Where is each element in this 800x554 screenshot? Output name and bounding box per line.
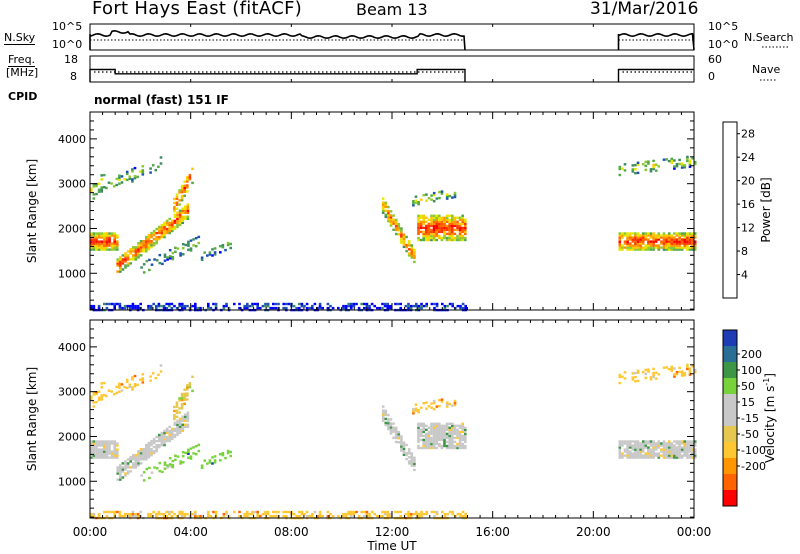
velocity-cbar-swatch bbox=[723, 394, 737, 411]
velocity-cbar-swatch bbox=[723, 330, 737, 347]
freq-strip-frame bbox=[89, 55, 695, 83]
velocity-cbar-swatch bbox=[723, 378, 737, 395]
y-tick-label: 4000 bbox=[58, 341, 86, 354]
velocity-cbar-tick: 15 bbox=[741, 396, 755, 409]
x-axis-label: Time UT bbox=[366, 539, 417, 553]
x-tick-label: 00:00 bbox=[73, 525, 108, 539]
nsearch-tick-top: 10^5 bbox=[708, 20, 739, 33]
nave-label: Nave bbox=[752, 63, 781, 76]
y-axis-label: Slant Range [km] bbox=[25, 159, 39, 263]
velocity-cbar-tick: -50 bbox=[741, 428, 759, 441]
axes: 00:00 04:00 08:00 12:00 16:00 20:00 00:00 Time … bbox=[73, 24, 712, 553]
power-cbar-tick: 4 bbox=[741, 269, 748, 282]
y-tick-label: 2000 bbox=[58, 430, 86, 443]
power-cbar-tick: 28 bbox=[741, 128, 755, 141]
power-cbar-tick: 16 bbox=[741, 198, 755, 211]
y-axis-label: Slant Range [km] bbox=[25, 367, 39, 471]
freq-label-line1: Freq. bbox=[8, 53, 36, 67]
x-tick-label: 08:00 bbox=[274, 525, 309, 539]
nave-tick-bottom: 0 bbox=[708, 70, 715, 83]
y-tick-label: 3000 bbox=[58, 386, 86, 399]
freq-label-line2: [MHz] bbox=[6, 66, 39, 79]
velocity-cbar-swatch bbox=[723, 362, 737, 379]
station-title: Fort Hays East (fitACF) bbox=[92, 0, 303, 19]
cpid-label: CPID bbox=[8, 90, 38, 103]
freq-tick-top: 18 bbox=[64, 53, 78, 66]
beam-title: Beam 13 bbox=[356, 0, 428, 19]
date-title: 31/Mar/2016 bbox=[590, 0, 699, 19]
y-tick-label: 4000 bbox=[58, 133, 86, 146]
x-tick-label: 16:00 bbox=[475, 525, 510, 539]
velocity-cbar-tick: 100 bbox=[741, 364, 762, 377]
velocity-cbar-tick: -15 bbox=[741, 412, 759, 425]
radar-cells bbox=[90, 363, 697, 520]
y-tick-label: 3000 bbox=[58, 178, 86, 191]
freq-line bbox=[89, 68, 694, 82]
velocity-cbar-label: Velocity [m s-1] bbox=[762, 373, 777, 463]
radar-cells bbox=[90, 155, 697, 312]
colorbars: 4 8 12 16 20 24 28 Power [dB] 200 100 50 15 -15 -50 -1… bbox=[722, 121, 777, 507]
power-cbar-tick: 12 bbox=[741, 222, 755, 235]
noise-sky-line bbox=[617, 32, 695, 51]
x-tick-label: 12:00 bbox=[375, 525, 410, 539]
velocity-panel: 1000 2000 3000 4000 Slant Range [km] bbox=[25, 319, 697, 520]
strip-plots bbox=[89, 23, 790, 83]
cpid-value: normal (fast) 151 IF bbox=[94, 93, 229, 107]
power-cbar-tick: 20 bbox=[741, 175, 755, 188]
velocity-cbar-swatch bbox=[723, 442, 737, 459]
velocity-cbar-swatch bbox=[723, 410, 737, 427]
power-cbar-label: Power [dB] bbox=[759, 177, 773, 242]
noise-sky-line bbox=[89, 29, 466, 51]
x-tick-label: 20:00 bbox=[576, 525, 611, 539]
power-cbar-tick: 24 bbox=[741, 151, 755, 164]
x-tick-label: 00:00 bbox=[677, 525, 712, 539]
nave-tick-top: 60 bbox=[708, 53, 722, 66]
velocity-cbar-swatch bbox=[723, 490, 737, 507]
power-cbar-tick: 8 bbox=[741, 245, 748, 258]
velocity-cbar-swatch bbox=[723, 346, 737, 363]
velocity-cbar-swatch bbox=[723, 458, 737, 475]
velocity-cbar-swatch bbox=[723, 474, 737, 491]
velocity-cbar-tick: 50 bbox=[741, 380, 755, 393]
velocity-cbar-tick: 200 bbox=[741, 348, 762, 361]
velocity-cbar-tick: -200 bbox=[741, 460, 766, 473]
y-tick-label: 1000 bbox=[58, 267, 86, 280]
nsearch-label: N.Search bbox=[744, 31, 794, 44]
nsky-tick-top: 10^5 bbox=[52, 20, 83, 33]
y-tick-label: 2000 bbox=[58, 222, 86, 235]
power-panel: 1000 2000 3000 4000 Slant Range [km] bbox=[25, 111, 697, 312]
power-cbar-frame bbox=[722, 121, 738, 299]
velocity-cbar-swatch bbox=[723, 426, 737, 443]
nsearch-tick-bottom: 10^0 bbox=[708, 38, 739, 51]
nsky-label: N.Sky bbox=[4, 31, 36, 45]
nsky-tick-bottom: 10^0 bbox=[52, 38, 83, 51]
x-tick-label: 04:00 bbox=[173, 525, 208, 539]
y-tick-label: 1000 bbox=[58, 475, 86, 488]
freq-tick-bottom: 8 bbox=[70, 70, 77, 83]
velocity-cbar-tick: -100 bbox=[741, 444, 766, 457]
